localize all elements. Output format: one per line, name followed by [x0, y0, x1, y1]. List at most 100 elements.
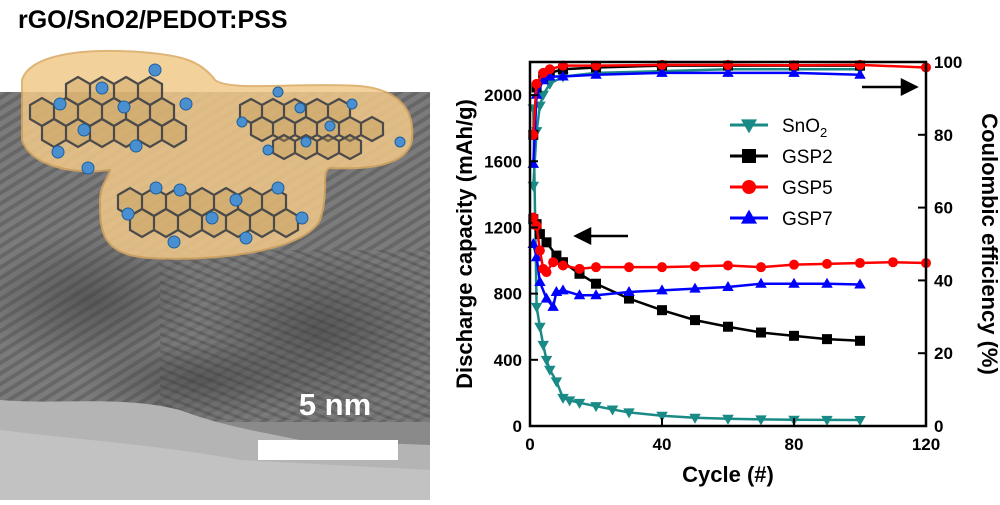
scale-bar — [258, 440, 398, 460]
y-right-tick-label: 0 — [934, 417, 943, 436]
data-point — [855, 258, 865, 269]
legend-item-gsp5: GSP5 — [730, 178, 833, 199]
y-axis-left-label: Discharge capacity (mAh/g) — [452, 99, 477, 389]
x-tick-label: 80 — [785, 435, 804, 454]
data-point — [854, 68, 866, 79]
tem-micrograph: 5 nm — [0, 49, 440, 500]
data-point — [722, 414, 734, 425]
y-left-tick-label: 1200 — [484, 218, 522, 237]
data-point — [690, 261, 700, 272]
data-point — [657, 262, 667, 273]
data-point — [548, 257, 559, 268]
figure-title-text: rGO/SnO2/PEDOT:PSS — [18, 6, 288, 34]
legend-marker — [742, 149, 756, 163]
left-axis-arrow — [573, 226, 628, 246]
data-point — [573, 289, 586, 300]
data-point — [756, 262, 766, 273]
data-point — [540, 355, 553, 366]
legend-label: GSP5 — [782, 178, 833, 199]
data-point — [591, 262, 601, 273]
data-point — [656, 284, 668, 295]
y-right-tick-label: 20 — [934, 344, 953, 363]
data-point — [624, 262, 634, 273]
data-point — [756, 327, 766, 338]
data-point — [591, 278, 601, 289]
legend-item-sno2: SnO2 — [730, 116, 827, 140]
graphene-sheet-3 — [116, 186, 300, 239]
sno2-nanoparticles — [51, 63, 406, 249]
data-point — [656, 411, 668, 422]
data-point — [657, 305, 667, 316]
legend-item-gsp2: GSP2 — [730, 147, 833, 168]
y-left-tick-label: 2000 — [484, 86, 522, 105]
data-point — [590, 402, 602, 413]
data-point — [531, 78, 542, 89]
data-point — [534, 322, 546, 333]
figure-title: rGO/SnO2/PEDOT:PSS — [18, 6, 288, 35]
data-point — [557, 284, 569, 295]
graphene-sheet-1 — [28, 75, 188, 149]
data-point — [822, 258, 832, 269]
data-point — [821, 415, 833, 426]
data-point — [544, 64, 555, 75]
scale-bar-label: 5 nm — [299, 387, 371, 422]
tem-image-panel: 5 nm — [0, 0, 440, 500]
y-right-tick-label: 40 — [934, 271, 953, 290]
x-tick-label: 40 — [653, 435, 672, 454]
legend-label: GSP2 — [782, 147, 833, 168]
data-point — [606, 405, 619, 416]
data-point — [854, 416, 866, 427]
data-point — [821, 277, 833, 288]
data-point — [551, 250, 562, 261]
data-point — [530, 302, 543, 313]
right-axis-arrow — [862, 77, 919, 97]
data-point — [530, 251, 543, 262]
data-point — [623, 285, 635, 296]
data-point — [689, 413, 701, 424]
data-point — [547, 300, 559, 311]
data-point — [723, 321, 733, 332]
cycling-chart: 0 40 80 120 0 400 800 1200 1600 2000 0 20 40 60 80 100 … — [430, 0, 1000, 500]
data-point — [558, 260, 568, 271]
data-point — [788, 66, 800, 77]
legend-label: GSP7 — [782, 209, 833, 230]
x-axis-label: Cycle (#) — [682, 462, 774, 487]
data-point — [854, 278, 866, 289]
data-point — [788, 277, 800, 288]
legend-marker — [740, 209, 758, 224]
data-point — [544, 70, 556, 81]
y-right-tick-label: 100 — [934, 53, 962, 72]
data-point — [722, 281, 734, 292]
data-point — [755, 277, 767, 288]
series-sno2 — [527, 104, 866, 427]
series-layer — [527, 59, 931, 427]
y-left-tick-label: 0 — [513, 417, 522, 436]
chart-svg: 0 40 80 1200400800120016002000020406080100 … — [452, 53, 1000, 487]
graphene-sheet-2 — [238, 97, 385, 161]
data-point — [563, 396, 576, 407]
data-point — [540, 292, 553, 303]
data-point — [855, 335, 865, 346]
y-left-tick-label: 800 — [494, 285, 522, 304]
data-point — [534, 245, 545, 256]
data-point — [623, 408, 635, 419]
y-axis-right-label: Coulombic efficiency (%) — [977, 113, 1000, 375]
y-right-tick-label: 80 — [934, 126, 953, 145]
legend-item-gsp7: GSP7 — [730, 209, 833, 230]
plot-frame — [528, 60, 928, 428]
x-tick-label: 0 — [525, 435, 534, 454]
data-point — [689, 282, 701, 293]
x-tick-label: 120 — [912, 435, 940, 454]
legend-marker — [742, 180, 756, 194]
data-point — [541, 267, 552, 278]
data-point — [590, 68, 602, 79]
data-point — [755, 415, 767, 426]
data-point — [537, 340, 549, 351]
data-point — [789, 259, 799, 270]
data-point — [541, 237, 552, 248]
data-point — [690, 315, 700, 326]
series-gsp5-efficiency — [528, 59, 931, 140]
data-point — [723, 260, 733, 271]
legend-marker — [740, 119, 758, 134]
legend: SnO2 GSP2 GSP5 GSP7 — [730, 116, 833, 230]
